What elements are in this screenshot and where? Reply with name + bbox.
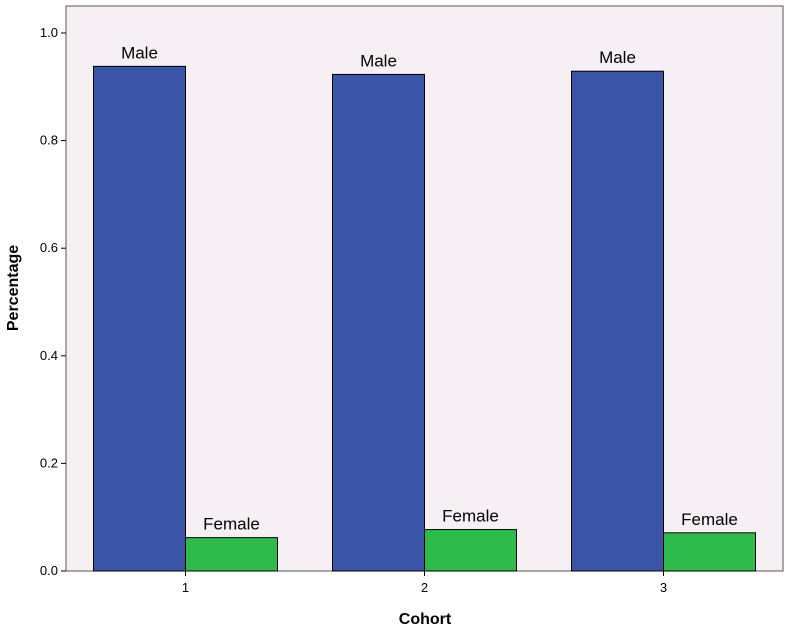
bars-group — [93, 65, 756, 572]
x-tick-label: 2 — [421, 580, 428, 595]
x-axis-title: Cohort — [399, 611, 452, 628]
y-tick-label: 0.6 — [40, 240, 58, 255]
y-tick-label: 1.0 — [40, 25, 58, 40]
bar-female-cohort-1 — [185, 537, 278, 572]
y-tick-label: 0.4 — [40, 348, 58, 363]
bar-female-cohort-2 — [424, 529, 517, 572]
x-tick-label: 1 — [182, 580, 189, 595]
data-label-female-cohort-1: Female — [203, 515, 260, 534]
y-axis-title: Percentage — [5, 245, 22, 331]
x-tick-label: 3 — [660, 580, 667, 595]
data-label-male-cohort-2: Male — [360, 51, 397, 70]
data-label-female-cohort-2: Female — [442, 507, 499, 526]
data-label-male-cohort-1: Male — [121, 43, 158, 62]
bar-male-cohort-2 — [332, 73, 425, 572]
y-tick-label: 0.0 — [40, 563, 58, 578]
bar-male-cohort-3 — [571, 70, 664, 572]
y-tick-label: 0.8 — [40, 133, 58, 148]
data-label-female-cohort-3: Female — [681, 510, 738, 529]
data-label-male-cohort-3: Male — [599, 48, 636, 67]
bar-female-cohort-3 — [663, 532, 756, 572]
y-axis: 0.0 0.2 0.4 0.6 0.8 1.0 — [40, 25, 66, 578]
data-labels-group: Male Female Male Female Male Female — [121, 43, 738, 533]
x-axis: 1 2 3 — [182, 571, 667, 595]
bar-male-cohort-1 — [93, 65, 186, 572]
y-tick-label: 0.2 — [40, 455, 58, 470]
